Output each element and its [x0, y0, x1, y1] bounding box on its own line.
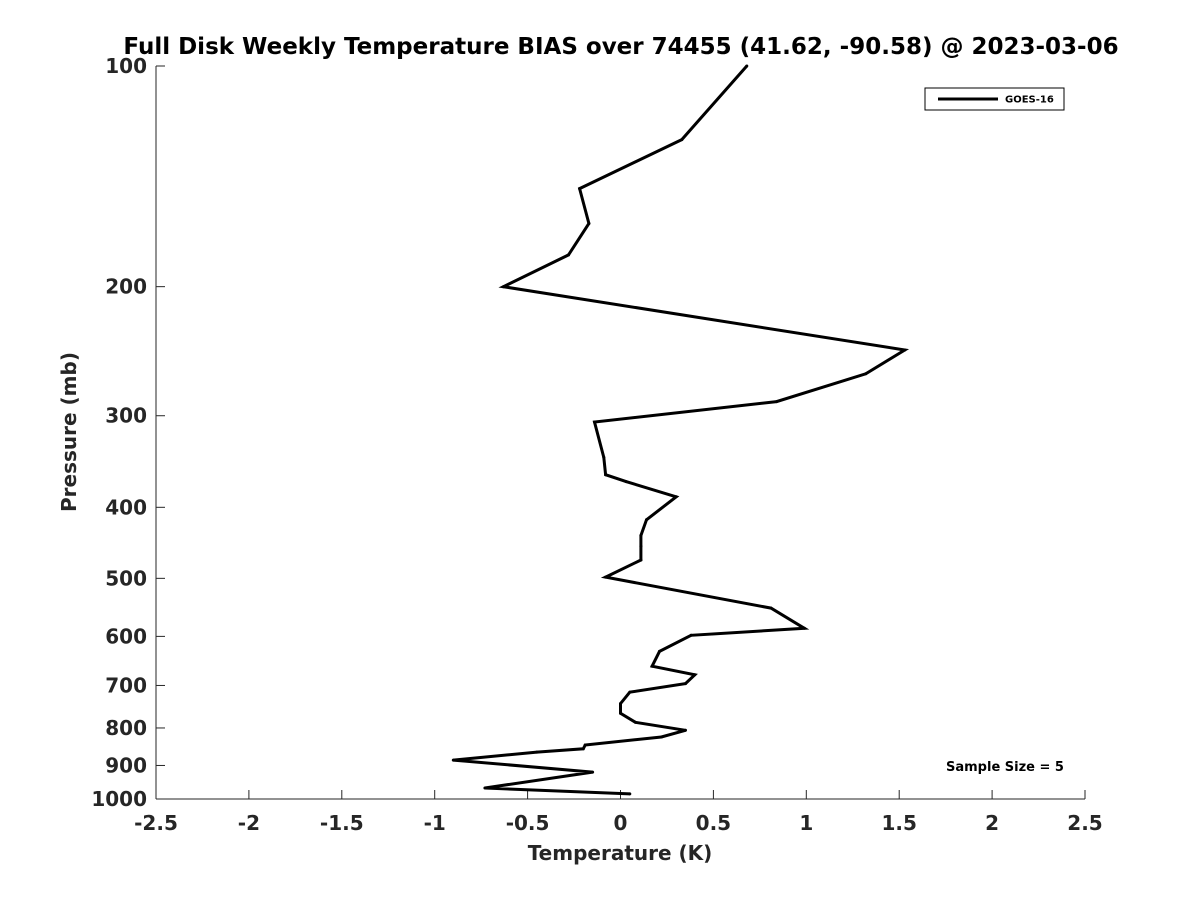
y-tick-label: 500	[105, 566, 147, 590]
data-point	[633, 720, 637, 724]
x-tick-label: 2	[985, 811, 999, 835]
data-point	[745, 64, 749, 68]
data-point	[684, 682, 687, 686]
data-point	[581, 747, 585, 751]
data-point	[903, 348, 907, 352]
y-tick-label: 100	[105, 54, 147, 78]
x-tick-label: -1	[424, 811, 446, 835]
y-tick-label: 400	[105, 495, 147, 519]
data-point	[624, 480, 628, 484]
data-point	[680, 138, 684, 142]
data-point	[645, 518, 648, 522]
data-point	[684, 728, 687, 732]
data-point	[591, 770, 595, 774]
data-point	[639, 558, 643, 562]
series-layer	[451, 64, 910, 796]
y-tick-label: 200	[105, 275, 147, 299]
y-tick-label: 900	[105, 753, 147, 777]
legend-label: GOES-16	[1005, 95, 1054, 106]
y-axis-ticks: 100 200 300 400 500 600 700 800 900 1000	[91, 54, 165, 811]
x-tick-label: 0.5	[696, 811, 731, 835]
data-point	[775, 400, 779, 404]
data-point	[535, 750, 539, 754]
data-point	[658, 649, 661, 653]
data-point	[587, 222, 591, 225]
series-line-goes-16	[453, 65, 910, 796]
data-point	[501, 285, 505, 289]
sample-size-annotation: Sample Size = 5	[946, 760, 1064, 775]
y-tick-label: 800	[105, 716, 147, 740]
x-axis-ticks: -2.5 -2 -1.5 -1 -0.5 0 0.5 1 1.5 2 2.5	[134, 790, 1103, 835]
y-tick-label: 600	[105, 624, 147, 648]
data-point	[650, 664, 654, 668]
y-tick-label: 300	[105, 404, 147, 428]
x-tick-label: 2.5	[1067, 811, 1102, 835]
x-axis-label: Temperature (K)	[528, 841, 713, 865]
data-point	[693, 673, 697, 677]
data-point	[578, 187, 582, 191]
data-point	[802, 626, 806, 630]
x-tick-label: -2	[238, 811, 260, 835]
x-tick-label: -2.5	[134, 811, 178, 835]
y-axis-label: Pressure (mb)	[57, 352, 81, 512]
data-point	[619, 702, 622, 706]
data-point	[619, 711, 622, 715]
data-point	[674, 495, 678, 499]
y-tick-label: 1000	[91, 787, 147, 811]
data-point	[604, 575, 608, 579]
x-tick-label: -1.5	[320, 811, 364, 835]
data-point	[659, 735, 663, 739]
chart-title: Full Disk Weekly Temperature BIAS over 7…	[123, 34, 1118, 60]
plot-area	[155, 66, 1085, 800]
data-point	[604, 473, 608, 477]
data-point	[639, 544, 643, 548]
data-point	[602, 455, 606, 459]
data-point	[583, 743, 587, 747]
data-point	[593, 420, 596, 424]
data-point	[483, 786, 487, 790]
data-point	[864, 372, 868, 376]
x-tick-label: 0	[614, 811, 628, 835]
data-point	[689, 633, 693, 637]
legend: GOES-16	[924, 87, 1065, 111]
data-point	[769, 606, 773, 610]
data-point	[628, 690, 632, 694]
data-point	[628, 792, 632, 796]
y-tick-label: 700	[105, 673, 147, 697]
x-tick-label: -0.5	[506, 811, 550, 835]
data-point	[451, 758, 455, 762]
x-tick-label: 1.5	[881, 811, 916, 835]
x-tick-label: 1	[799, 811, 813, 835]
data-point	[567, 253, 570, 257]
data-point	[639, 534, 643, 537]
